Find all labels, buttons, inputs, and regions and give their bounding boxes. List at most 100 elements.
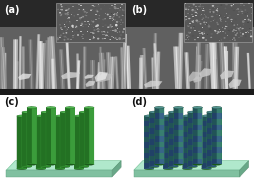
Ellipse shape xyxy=(154,107,164,108)
FancyBboxPatch shape xyxy=(67,27,69,28)
Ellipse shape xyxy=(243,13,246,15)
Ellipse shape xyxy=(69,22,71,24)
Polygon shape xyxy=(168,111,173,167)
Ellipse shape xyxy=(121,15,123,16)
Ellipse shape xyxy=(187,111,197,113)
FancyBboxPatch shape xyxy=(163,137,172,142)
Ellipse shape xyxy=(67,28,68,29)
Ellipse shape xyxy=(103,32,105,33)
Ellipse shape xyxy=(215,22,217,23)
Ellipse shape xyxy=(188,6,189,7)
FancyBboxPatch shape xyxy=(66,9,68,11)
FancyBboxPatch shape xyxy=(221,27,222,28)
Ellipse shape xyxy=(201,37,202,38)
Ellipse shape xyxy=(249,33,250,34)
Ellipse shape xyxy=(249,35,251,37)
FancyBboxPatch shape xyxy=(114,13,115,14)
FancyBboxPatch shape xyxy=(201,148,211,153)
FancyBboxPatch shape xyxy=(117,28,118,29)
Ellipse shape xyxy=(144,168,153,170)
FancyBboxPatch shape xyxy=(232,29,234,30)
Ellipse shape xyxy=(63,36,66,37)
Ellipse shape xyxy=(239,9,241,11)
FancyBboxPatch shape xyxy=(204,24,205,25)
Ellipse shape xyxy=(108,5,109,6)
FancyBboxPatch shape xyxy=(246,15,247,16)
Ellipse shape xyxy=(122,14,124,16)
FancyBboxPatch shape xyxy=(192,125,202,130)
Ellipse shape xyxy=(101,22,104,24)
Polygon shape xyxy=(123,34,126,89)
Polygon shape xyxy=(59,50,65,89)
FancyBboxPatch shape xyxy=(211,125,221,130)
Ellipse shape xyxy=(247,19,249,20)
Ellipse shape xyxy=(232,10,234,11)
FancyBboxPatch shape xyxy=(68,10,69,11)
FancyBboxPatch shape xyxy=(239,9,240,10)
Ellipse shape xyxy=(109,25,111,27)
Polygon shape xyxy=(197,61,202,89)
Polygon shape xyxy=(216,107,221,164)
FancyBboxPatch shape xyxy=(96,29,98,30)
FancyBboxPatch shape xyxy=(97,28,99,29)
Polygon shape xyxy=(55,116,65,169)
FancyBboxPatch shape xyxy=(206,112,216,118)
Polygon shape xyxy=(84,111,89,167)
Polygon shape xyxy=(184,52,189,89)
Ellipse shape xyxy=(80,17,82,18)
Polygon shape xyxy=(192,107,197,164)
Polygon shape xyxy=(133,161,248,170)
Polygon shape xyxy=(49,36,57,89)
FancyBboxPatch shape xyxy=(224,17,226,18)
Polygon shape xyxy=(79,111,84,167)
Ellipse shape xyxy=(233,39,235,41)
Ellipse shape xyxy=(79,111,89,113)
Ellipse shape xyxy=(98,15,100,16)
FancyBboxPatch shape xyxy=(182,132,192,137)
FancyBboxPatch shape xyxy=(80,31,81,32)
FancyBboxPatch shape xyxy=(200,14,202,15)
Ellipse shape xyxy=(241,13,242,14)
Ellipse shape xyxy=(118,37,121,40)
Ellipse shape xyxy=(120,39,122,41)
FancyBboxPatch shape xyxy=(249,30,251,31)
FancyBboxPatch shape xyxy=(163,126,172,132)
Polygon shape xyxy=(192,76,202,83)
Ellipse shape xyxy=(237,29,240,31)
Polygon shape xyxy=(41,111,46,167)
Ellipse shape xyxy=(236,24,237,25)
FancyBboxPatch shape xyxy=(86,12,87,13)
Ellipse shape xyxy=(224,18,226,19)
FancyBboxPatch shape xyxy=(72,27,74,28)
FancyBboxPatch shape xyxy=(187,128,197,134)
Ellipse shape xyxy=(182,115,192,117)
FancyBboxPatch shape xyxy=(62,35,63,36)
FancyBboxPatch shape xyxy=(192,21,194,22)
Ellipse shape xyxy=(59,15,61,16)
FancyBboxPatch shape xyxy=(90,32,92,33)
FancyBboxPatch shape xyxy=(215,14,217,15)
FancyBboxPatch shape xyxy=(246,22,248,23)
Ellipse shape xyxy=(59,24,60,26)
Ellipse shape xyxy=(187,9,188,10)
FancyBboxPatch shape xyxy=(144,132,153,137)
Polygon shape xyxy=(154,111,158,167)
FancyBboxPatch shape xyxy=(87,21,88,22)
FancyBboxPatch shape xyxy=(163,163,172,169)
Polygon shape xyxy=(74,115,79,169)
Ellipse shape xyxy=(196,22,197,23)
FancyBboxPatch shape xyxy=(192,159,202,164)
FancyBboxPatch shape xyxy=(90,10,92,11)
Ellipse shape xyxy=(82,9,85,11)
Ellipse shape xyxy=(192,163,202,165)
FancyBboxPatch shape xyxy=(67,12,68,13)
Ellipse shape xyxy=(224,4,227,5)
Ellipse shape xyxy=(211,12,212,13)
FancyBboxPatch shape xyxy=(104,13,105,14)
Ellipse shape xyxy=(116,32,117,33)
Polygon shape xyxy=(13,61,19,89)
Polygon shape xyxy=(232,33,233,89)
FancyBboxPatch shape xyxy=(191,16,193,17)
FancyBboxPatch shape xyxy=(182,163,192,169)
Polygon shape xyxy=(172,46,180,89)
